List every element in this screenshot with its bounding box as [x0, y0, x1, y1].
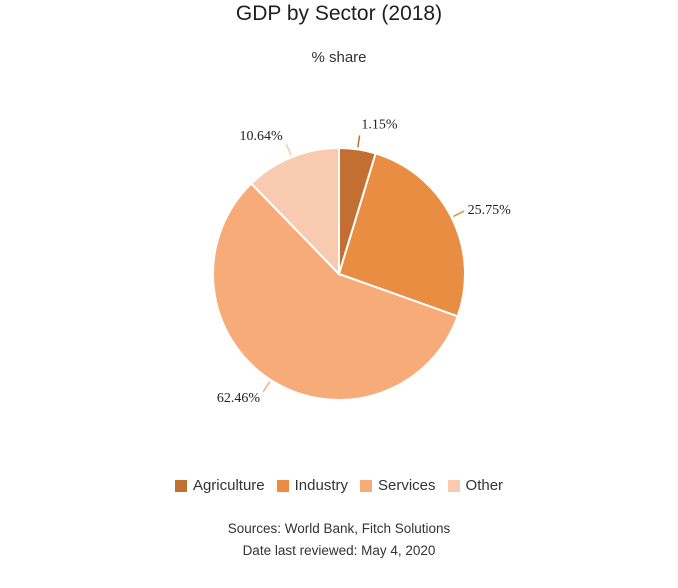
legend-swatch [276, 479, 289, 492]
legend-item-other[interactable]: Other [447, 477, 504, 494]
chart-title: GDP by Sector (2018) [235, 2, 443, 25]
pie-slice-industry[interactable] [337, 152, 466, 318]
slice-data-label: 1.15% [361, 118, 398, 133]
legend-item-industry[interactable]: Industry [276, 477, 348, 494]
leader-line [357, 135, 361, 148]
leader-line [285, 143, 292, 156]
chart-subtitle: % share [311, 49, 367, 66]
legend-swatch [360, 479, 372, 492]
legend-item-agriculture[interactable]: Agriculture [174, 477, 265, 494]
slice-data-label: 62.46% [217, 391, 261, 406]
pie-slice-other[interactable] [249, 146, 340, 277]
legend-swatch [447, 479, 460, 492]
source-note: Sources: World Bank, Fitch Solutions [227, 521, 451, 536]
leader-line [262, 381, 271, 393]
leader-line [452, 210, 465, 218]
review-date: Date last reviewed: May 4, 2020 [242, 543, 436, 558]
legend-swatch [174, 479, 187, 492]
slice-data-label: 25.75% [468, 203, 512, 218]
slice-data-label: 10.64% [240, 129, 284, 144]
legend-item-services[interactable]: Services [360, 477, 436, 494]
pie-chart: 1.15% 25.75% 62.46% 10.64% [212, 118, 512, 406]
legend-label: Services [378, 477, 436, 494]
legend-label: Agriculture [192, 477, 265, 494]
legend: Agriculture Industry Services Other [0, 477, 678, 494]
legend-label: Other [465, 477, 504, 494]
legend-label: Industry [294, 477, 348, 494]
pie-slice-services[interactable] [212, 182, 459, 401]
